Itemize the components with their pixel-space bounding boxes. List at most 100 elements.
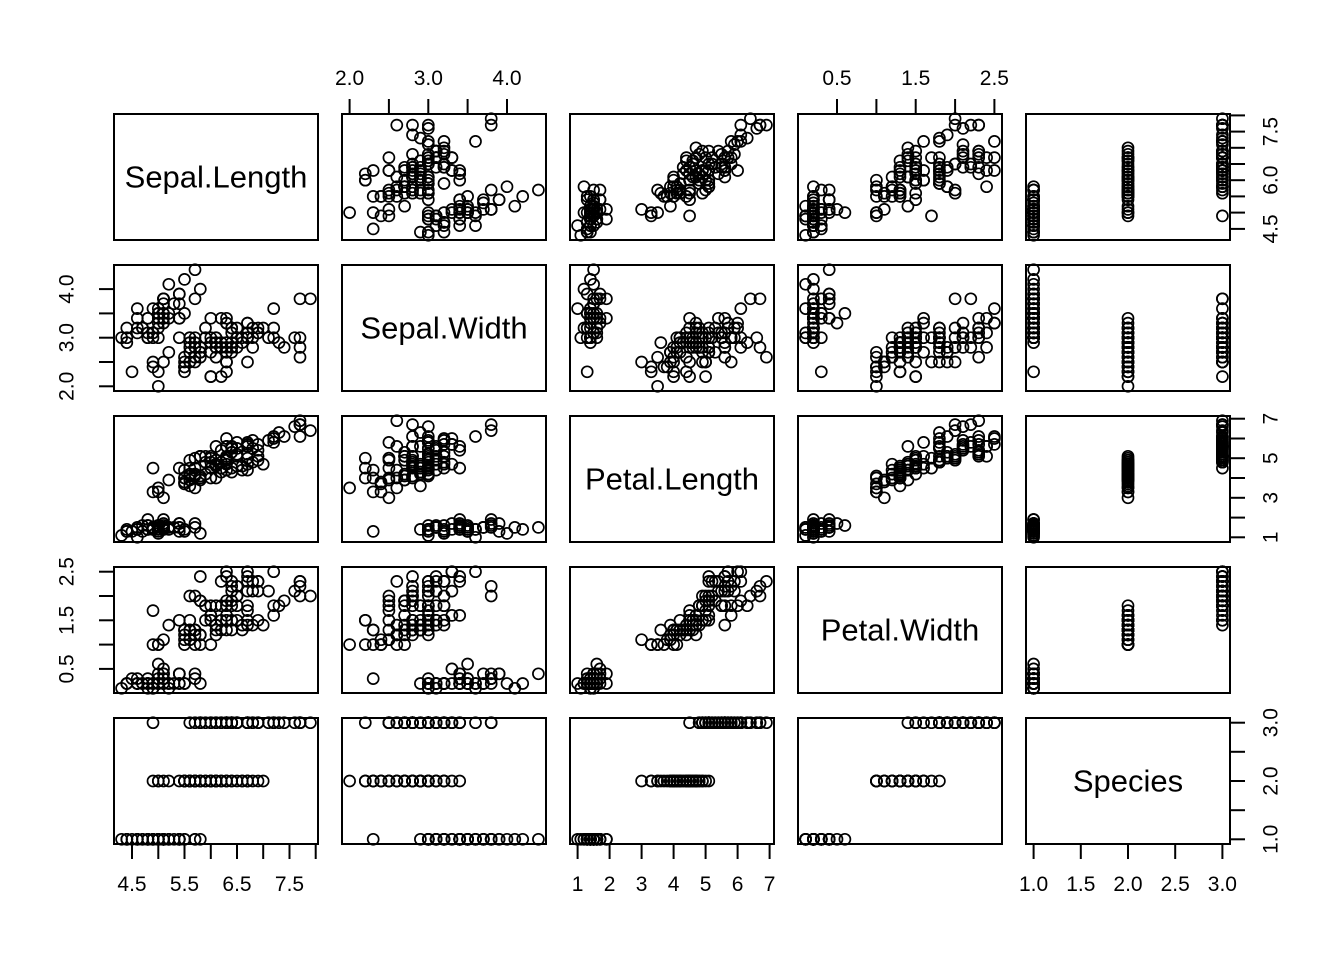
data-point [1121, 164, 1135, 177]
tick-label: 1 [1260, 531, 1283, 543]
data-point [702, 177, 716, 190]
data-point [1121, 141, 1135, 155]
data-point [406, 440, 419, 453]
data-point [1216, 302, 1229, 315]
data-point [437, 144, 451, 158]
data-point [429, 716, 443, 730]
data-point [670, 341, 684, 354]
data-point [188, 774, 202, 788]
data-point [917, 164, 930, 177]
data-point [230, 716, 244, 730]
data-point [807, 190, 820, 203]
data-point [214, 443, 228, 457]
data-point [933, 716, 946, 730]
data-point [1216, 311, 1229, 325]
data-point [807, 196, 820, 210]
data-point [901, 440, 915, 453]
data-point [964, 160, 978, 174]
data-point [429, 774, 443, 788]
data-point [1216, 370, 1229, 383]
data-point [366, 774, 380, 788]
data-point [382, 774, 396, 788]
data-point [453, 716, 467, 730]
data-point [956, 716, 970, 730]
data-point [917, 316, 930, 330]
data-point [477, 667, 490, 681]
data-point [838, 307, 852, 320]
data-point [429, 449, 443, 463]
data-point [461, 199, 474, 213]
data-point [358, 173, 372, 187]
data-point [406, 430, 419, 443]
data-point [1216, 575, 1229, 588]
diagonal-panel-Petal.Length: Petal.Length [569, 415, 775, 543]
data-point [1121, 180, 1135, 194]
data-point [453, 173, 467, 187]
data-point [406, 183, 419, 197]
data-point [689, 141, 703, 155]
data-point [673, 186, 687, 200]
data-point [293, 579, 307, 593]
data-point [406, 167, 419, 181]
data-point [220, 341, 233, 354]
data-point [421, 449, 435, 463]
data-point [421, 677, 435, 690]
data-point [799, 199, 812, 213]
data-point [484, 418, 498, 431]
data-point [728, 138, 741, 151]
data-point [1216, 170, 1229, 184]
data-point [358, 716, 372, 730]
data-point [1216, 157, 1229, 171]
data-point [948, 355, 962, 369]
data-point [676, 623, 690, 637]
data-point [1121, 326, 1135, 340]
data-point [1121, 147, 1135, 161]
data-point [398, 186, 411, 200]
data-point [660, 774, 674, 788]
panel-Petal.Width-vs-Species [1025, 565, 1231, 695]
data-point [673, 774, 687, 788]
data-point [178, 307, 191, 320]
data-point [893, 170, 907, 184]
data-point [1216, 594, 1229, 608]
data-point [580, 832, 594, 846]
data-point [972, 434, 986, 447]
data-point [453, 461, 467, 475]
data-point [657, 774, 671, 788]
data-point [358, 613, 372, 627]
data-point [406, 157, 419, 171]
data-point [577, 832, 591, 846]
data-point [718, 584, 732, 598]
data-point [461, 519, 474, 532]
data-point [429, 575, 443, 588]
data-point [382, 183, 396, 197]
data-point [1121, 144, 1135, 158]
data-point [972, 430, 986, 443]
data-point [225, 321, 239, 335]
data-point [220, 594, 233, 608]
data-point [683, 355, 696, 369]
data-point [272, 716, 286, 730]
data-point [1216, 135, 1229, 148]
panel-Petal.Width-vs-Sepal.Width [341, 565, 547, 695]
tick-label: 4.0 [56, 274, 79, 303]
data-point [654, 774, 668, 788]
data-point [917, 135, 930, 148]
data-point [909, 167, 923, 181]
data-point [680, 774, 693, 788]
data-point [980, 164, 993, 177]
data-point [600, 677, 613, 690]
data-point [718, 599, 732, 613]
data-point [885, 467, 899, 481]
data-point [760, 350, 773, 364]
data-point [702, 774, 716, 788]
data-point [870, 485, 883, 499]
data-point [699, 355, 712, 369]
data-point [807, 180, 820, 194]
panel-Sepal.Length-vs-Petal.Length [569, 112, 775, 242]
data-point [461, 832, 474, 846]
data-point [437, 774, 451, 788]
data-point [188, 517, 202, 530]
data-point [199, 599, 212, 613]
tick-label: 2.0 [1260, 766, 1283, 795]
